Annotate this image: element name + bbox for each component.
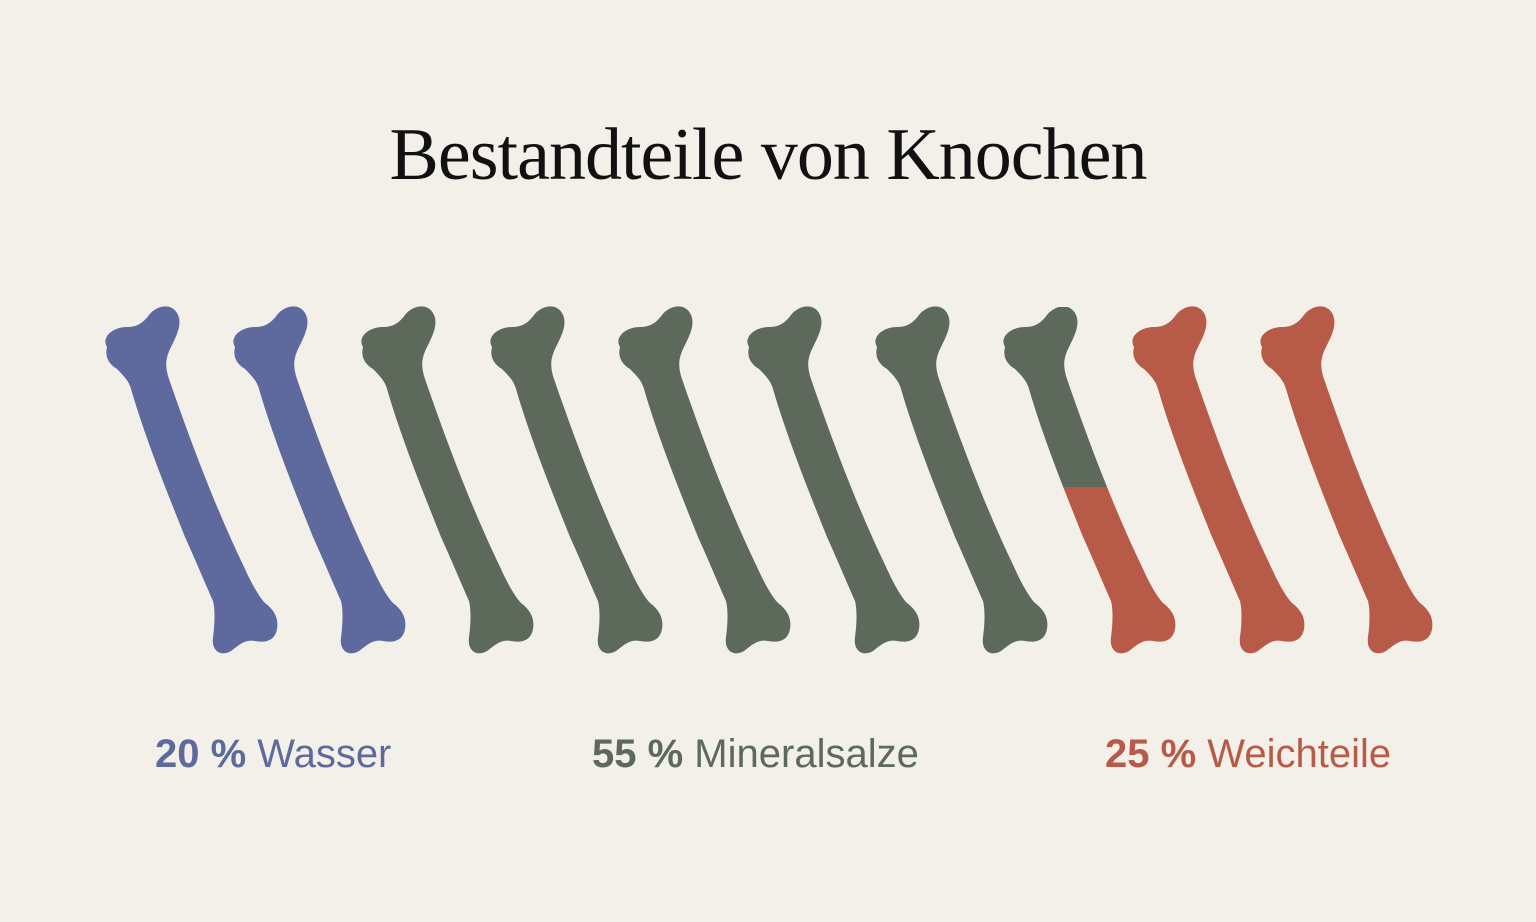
legend-value: 20 % bbox=[155, 732, 247, 776]
legend-label: Weichteile bbox=[1207, 732, 1392, 776]
legend-label: Wasser bbox=[257, 732, 392, 776]
legend-item-mineralsalze: 55 % Mineralsalze bbox=[592, 730, 919, 778]
legend-item-weichteile: 25 % Weichteile bbox=[1105, 730, 1391, 778]
legend-value: 55 % bbox=[592, 732, 684, 776]
chart-title: Bestandteile von Knochen bbox=[389, 114, 1148, 196]
legend-label: Mineralsalze bbox=[694, 732, 919, 776]
legend-value: 25 % bbox=[1105, 732, 1197, 776]
legend-item-wasser: 20 % Wasser bbox=[155, 730, 391, 778]
